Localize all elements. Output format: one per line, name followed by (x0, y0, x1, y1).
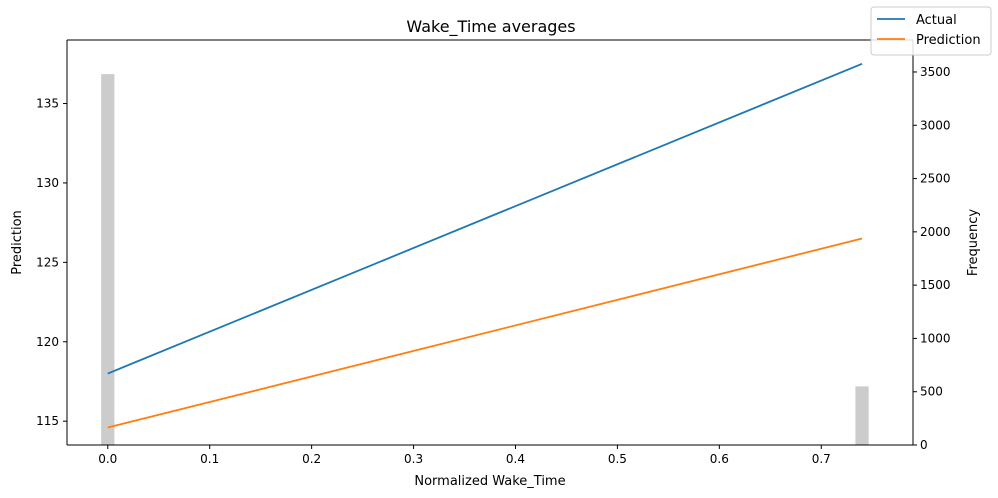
legend-label: Prediction (916, 33, 981, 48)
y-tick-label: 130 (36, 176, 59, 190)
series-line-actual (107, 62, 863, 375)
x-tick-label: 0.3 (404, 452, 423, 466)
histogram-bar (101, 74, 115, 446)
x-tick-label: 0.7 (812, 452, 831, 466)
x-axis-label: Normalized Wake_Time (414, 474, 565, 489)
x-tick-label: 0.0 (98, 452, 117, 466)
y-axis-right-label: Frequency (966, 209, 981, 276)
y-tick-label: 120 (36, 335, 59, 349)
y-tick-label: 125 (36, 255, 59, 269)
y-right-tick-label: 3500 (920, 65, 951, 79)
y-tick-label: 115 (36, 414, 59, 428)
y-right-tick-label: 500 (920, 385, 943, 399)
series-line-prediction (107, 237, 863, 429)
x-tick-label: 0.1 (200, 452, 219, 466)
y-right-tick-label: 0 (920, 438, 928, 452)
histogram-layer (101, 74, 869, 446)
x-tick-label: 0.6 (710, 452, 729, 466)
y-axis-label: Prediction (10, 210, 25, 275)
series-layer (107, 62, 863, 429)
y-right-tick-label: 2500 (920, 172, 951, 186)
x-tick-label: 0.4 (506, 452, 525, 466)
legend: Actual Prediction (870, 6, 992, 56)
legend-label: Actual (916, 13, 957, 28)
y-right-tick-label: 1500 (920, 278, 951, 292)
x-tick-label: 0.2 (302, 452, 321, 466)
y-right-tick-label: 2000 (920, 225, 951, 239)
chart-title: Wake_Time averages (406, 17, 575, 37)
y-right-tick-label: 3000 (920, 118, 951, 132)
axes-layer: 0.0 0.1 0.2 0.3 0.4 0.5 0.6 0.7 115 120 125 130 135 0… (10, 39, 981, 489)
histogram-bar (855, 386, 869, 445)
y-right-tick-label: 1000 (920, 331, 951, 345)
x-tick-label: 0.5 (608, 452, 627, 466)
y-tick-label: 135 (36, 97, 59, 111)
